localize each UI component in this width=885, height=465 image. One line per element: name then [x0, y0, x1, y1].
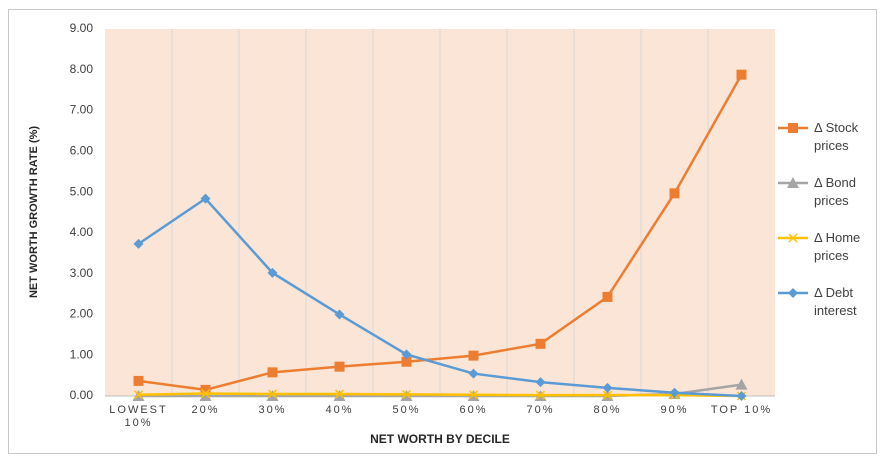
legend-label: Δ Stock prices: [814, 120, 859, 153]
marker: [334, 309, 345, 320]
y-tick-label: 8.00: [70, 62, 94, 76]
marker: [267, 367, 278, 378]
marker: [788, 123, 798, 133]
marker: [602, 390, 613, 400]
marker: [333, 390, 346, 401]
marker: [133, 375, 144, 386]
marker: [736, 69, 747, 80]
marker: [334, 389, 345, 399]
marker: [669, 188, 680, 199]
legend-label: Δ Bond prices: [814, 175, 856, 208]
series-line: [138, 74, 743, 392]
marker: [535, 377, 546, 388]
x-axis-title: NET WORTH BY DECILE: [370, 432, 510, 446]
marker: [468, 390, 479, 400]
y-tick-label: 6.00: [70, 144, 94, 158]
marker: [735, 378, 748, 390]
marker: [602, 291, 613, 302]
marker: [736, 391, 747, 401]
marker: [401, 389, 412, 399]
y-tick-label: 9.00: [70, 21, 94, 35]
marker: [401, 349, 412, 360]
marker: [669, 387, 680, 398]
marker: [535, 390, 546, 400]
legend-label: Δ Debt interest: [814, 285, 857, 318]
x-tick-label: 90%: [660, 404, 689, 416]
y-tick-label: 0.00: [70, 388, 94, 402]
x-tick-label: 50%: [392, 404, 421, 416]
marker: [401, 356, 412, 367]
x-tick-label: 60%: [459, 404, 488, 416]
marker: [200, 384, 211, 395]
marker: [199, 390, 212, 401]
x-tick-label: 40%: [325, 404, 354, 416]
marker: [788, 233, 798, 243]
y-tick-label: 5.00: [70, 184, 94, 198]
marker: [200, 193, 211, 204]
legend-label: Δ Home prices: [814, 230, 861, 263]
y-tick-label: 1.00: [70, 347, 94, 361]
marker: [334, 361, 345, 372]
marker: [535, 338, 546, 349]
y-tick-label: 3.00: [70, 266, 94, 280]
y-tick-label: 7.00: [70, 103, 94, 117]
y-axis-title: NET WORTH GROWTH RATE (%): [28, 126, 40, 298]
x-tick-label: 80%: [593, 404, 622, 416]
marker: [266, 390, 279, 401]
series-line: [137, 196, 742, 398]
x-tick-label: 30%: [258, 404, 287, 416]
marker: [133, 390, 144, 400]
marker: [200, 389, 211, 399]
y-tick-label: 2.00: [70, 307, 94, 321]
y-tick-label: 4.00: [70, 225, 94, 239]
series-line: [138, 392, 742, 398]
marker: [788, 288, 798, 298]
x-tick-label: TOP 10%: [710, 404, 773, 416]
x-tick-label: 70%: [526, 404, 555, 416]
x-tick-label: 20%: [191, 404, 220, 416]
marker: [787, 177, 799, 188]
marker: [602, 382, 613, 393]
marker: [133, 238, 144, 249]
marker: [267, 389, 278, 399]
x-tick-label: LOWEST 10%: [109, 404, 168, 429]
marker: [468, 350, 479, 361]
marker: [267, 267, 278, 278]
marker: [468, 368, 479, 379]
